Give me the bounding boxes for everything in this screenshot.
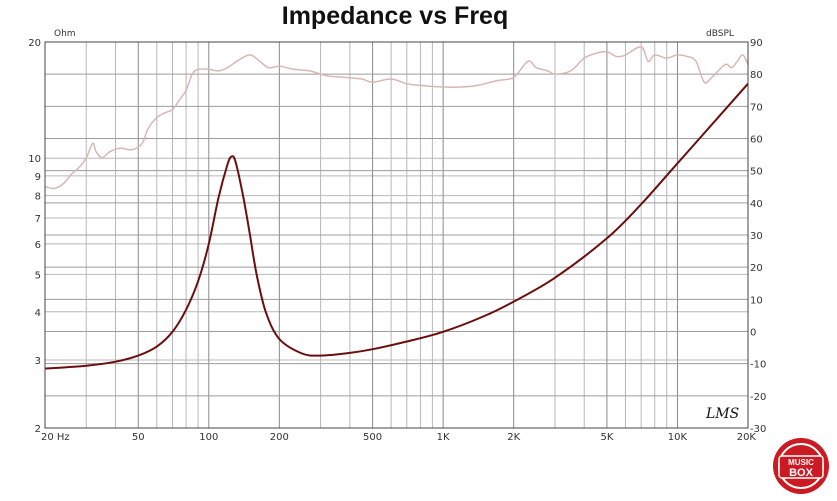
left-axis-unit: Ohm	[54, 29, 76, 39]
left-axis-ticks: 2 3 4 5 6 7 8 9 10 20	[28, 38, 41, 435]
x-tick-label: 100	[199, 432, 218, 443]
music-box-logo: MUSIC BOX	[773, 438, 829, 494]
x-tick-label: 2K	[507, 432, 520, 443]
left-tick-label: 9	[35, 172, 41, 183]
x-axis-ticks: 20 Hz 50 100 200 500 1K 2K 5K 10K 20K	[41, 432, 756, 443]
right-tick-label: 50	[750, 167, 763, 178]
right-axis-ticks: 90 80 70 60 50 40 30 20 10 0 -10 -20 -30	[750, 38, 766, 435]
left-tick-label: 6	[35, 240, 41, 251]
lms-watermark: LMS	[705, 406, 739, 422]
right-tick-label: 0	[750, 328, 756, 339]
impedance-curve	[44, 83, 749, 370]
right-tick-label: 40	[750, 199, 763, 210]
x-tick-label: 200	[270, 432, 289, 443]
right-tick-label: 10	[750, 295, 763, 306]
right-tick-label: 30	[750, 231, 763, 242]
right-tick-label: 80	[750, 70, 763, 81]
left-tick-label: 2	[35, 424, 41, 435]
chart-title: Impedance vs Freq	[281, 2, 509, 30]
right-tick-label: 90	[750, 38, 763, 49]
major-grid	[44, 41, 749, 429]
logo-line2: BOX	[789, 467, 814, 479]
left-tick-label: 4	[35, 308, 41, 319]
right-tick-label: -20	[750, 392, 766, 403]
plot-frame	[44, 41, 749, 429]
x-tick-label: 20K	[737, 432, 757, 443]
right-tick-label: 70	[750, 102, 763, 113]
left-tick-label: 10	[28, 154, 41, 165]
x-tick-label: 1K	[437, 432, 450, 443]
left-tick-label: 7	[35, 214, 41, 225]
x-tick-label: 5K	[600, 432, 613, 443]
left-tick-label: 20	[28, 38, 41, 49]
left-tick-label: 3	[35, 356, 41, 367]
spl-curve	[44, 46, 749, 190]
right-tick-label: -10	[750, 360, 766, 371]
left-tick-label: 5	[35, 270, 41, 281]
x-tick-label: 10K	[668, 432, 688, 443]
right-tick-label: -30	[750, 424, 766, 435]
x-tick-label: 50	[132, 432, 145, 443]
x-tick-label: 500	[363, 432, 382, 443]
right-axis-unit: dBSPL	[706, 29, 734, 39]
x-tick-label: 20 Hz	[41, 432, 70, 443]
impedance-chart: 20 Hz 50 100 200 500 1K 2K 5K 10K 20K 23456789102…	[28, 38, 766, 443]
logo-line1: MUSIC	[788, 458, 814, 467]
right-tick-label: 20	[750, 263, 763, 274]
chart-curves	[44, 46, 749, 370]
left-tick-label: 8	[35, 192, 41, 203]
right-tick-label: 60	[750, 135, 763, 146]
